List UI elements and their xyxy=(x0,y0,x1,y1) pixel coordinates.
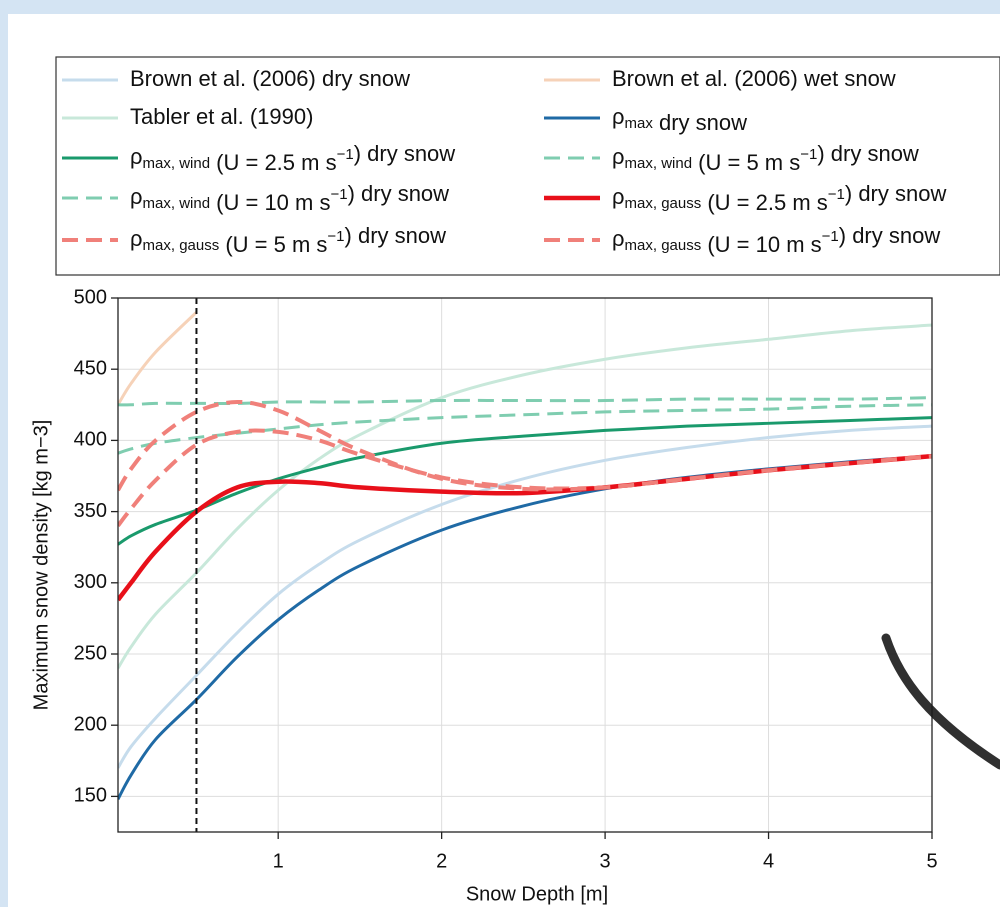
legend-label: ρmax, wind (U = 5 m s−1) dry snow xyxy=(612,141,919,175)
legend-label: ρmax, wind (U = 10 m s−1) dry snow xyxy=(130,181,449,215)
legend-label: ρmax, gauss (U = 2.5 m s−1) dry snow xyxy=(612,181,946,215)
pen-stroke xyxy=(881,633,1000,770)
legend-label: ρmax, gauss (U = 5 m s−1) dry snow xyxy=(130,223,446,257)
y-axis-label: Maximum snow density [kg m−3] xyxy=(30,420,52,711)
legend-box xyxy=(55,56,1000,276)
frame-left xyxy=(0,0,8,907)
series-line xyxy=(118,454,932,800)
series-line xyxy=(118,416,932,546)
plot-lines xyxy=(118,298,932,832)
series-line xyxy=(118,396,932,407)
y-tick-label: 450 xyxy=(74,357,107,379)
x-tick-label: 4 xyxy=(763,850,774,872)
legend-label: ρmax dry snow xyxy=(612,104,747,135)
x-tick-label: 2 xyxy=(436,850,447,872)
legend-label: Brown et al. (2006) wet snow xyxy=(612,66,896,91)
x-tick-label: 3 xyxy=(600,850,611,872)
series-line xyxy=(118,403,932,455)
y-tick-label: 250 xyxy=(74,642,107,664)
y-tick-label: 350 xyxy=(74,500,107,522)
y-tick-label: 400 xyxy=(74,429,107,451)
x-axis-label: Snow Depth [m] xyxy=(466,883,608,905)
legend-label: Brown et al. (2006) dry snow xyxy=(130,66,410,91)
legend: Brown et al. (2006) dry snow Tabler et al… xyxy=(62,66,946,257)
y-tick-label: 200 xyxy=(74,713,107,735)
axes: 150 200 250 300 350 400 450 500 1 2 3 4 5 xyxy=(74,286,938,872)
series-line xyxy=(118,311,198,406)
legend-label: ρmax, gauss (U = 10 m s−1) dry snow xyxy=(612,223,940,257)
frame-top xyxy=(0,0,1000,14)
y-tick-label: 500 xyxy=(74,286,107,308)
plot-frame xyxy=(117,297,933,833)
grid xyxy=(118,297,933,832)
series-line xyxy=(118,399,932,492)
series-line xyxy=(118,323,932,670)
series-line xyxy=(118,424,932,769)
legend-label: ρmax, wind (U = 2.5 m s−1) dry snow xyxy=(130,141,455,175)
y-tick-label: 150 xyxy=(74,785,107,807)
y-tick-label: 300 xyxy=(74,571,107,593)
x-tick-label: 1 xyxy=(273,850,284,872)
x-tick-label: 5 xyxy=(926,850,937,872)
legend-label: Tabler et al. (1990) xyxy=(130,104,313,129)
